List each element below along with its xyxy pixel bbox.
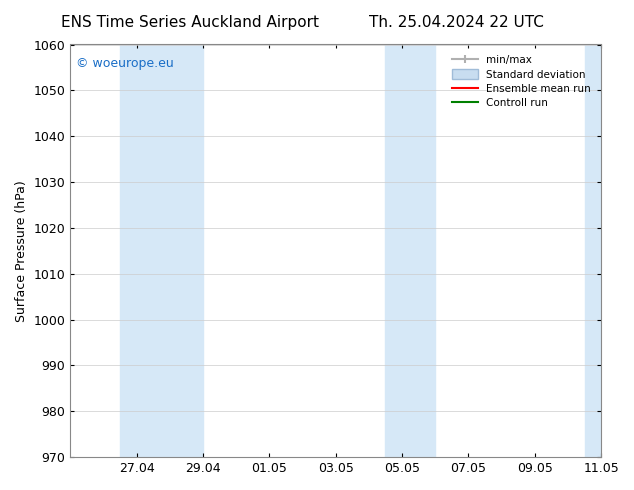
Bar [120, 45, 203, 457]
Y-axis label: Surface Pressure (hPa): Surface Pressure (hPa) [15, 180, 28, 322]
Text: ENS Time Series Auckland Airport: ENS Time Series Auckland Airport [61, 15, 319, 30]
Legend: min/max, Standard deviation, Ensemble mean run, Controll run: min/max, Standard deviation, Ensemble me… [446, 49, 596, 114]
Bar [385, 45, 435, 457]
Text: © woeurope.eu: © woeurope.eu [75, 57, 173, 70]
Text: Th. 25.04.2024 22 UTC: Th. 25.04.2024 22 UTC [369, 15, 544, 30]
Bar [585, 45, 618, 457]
